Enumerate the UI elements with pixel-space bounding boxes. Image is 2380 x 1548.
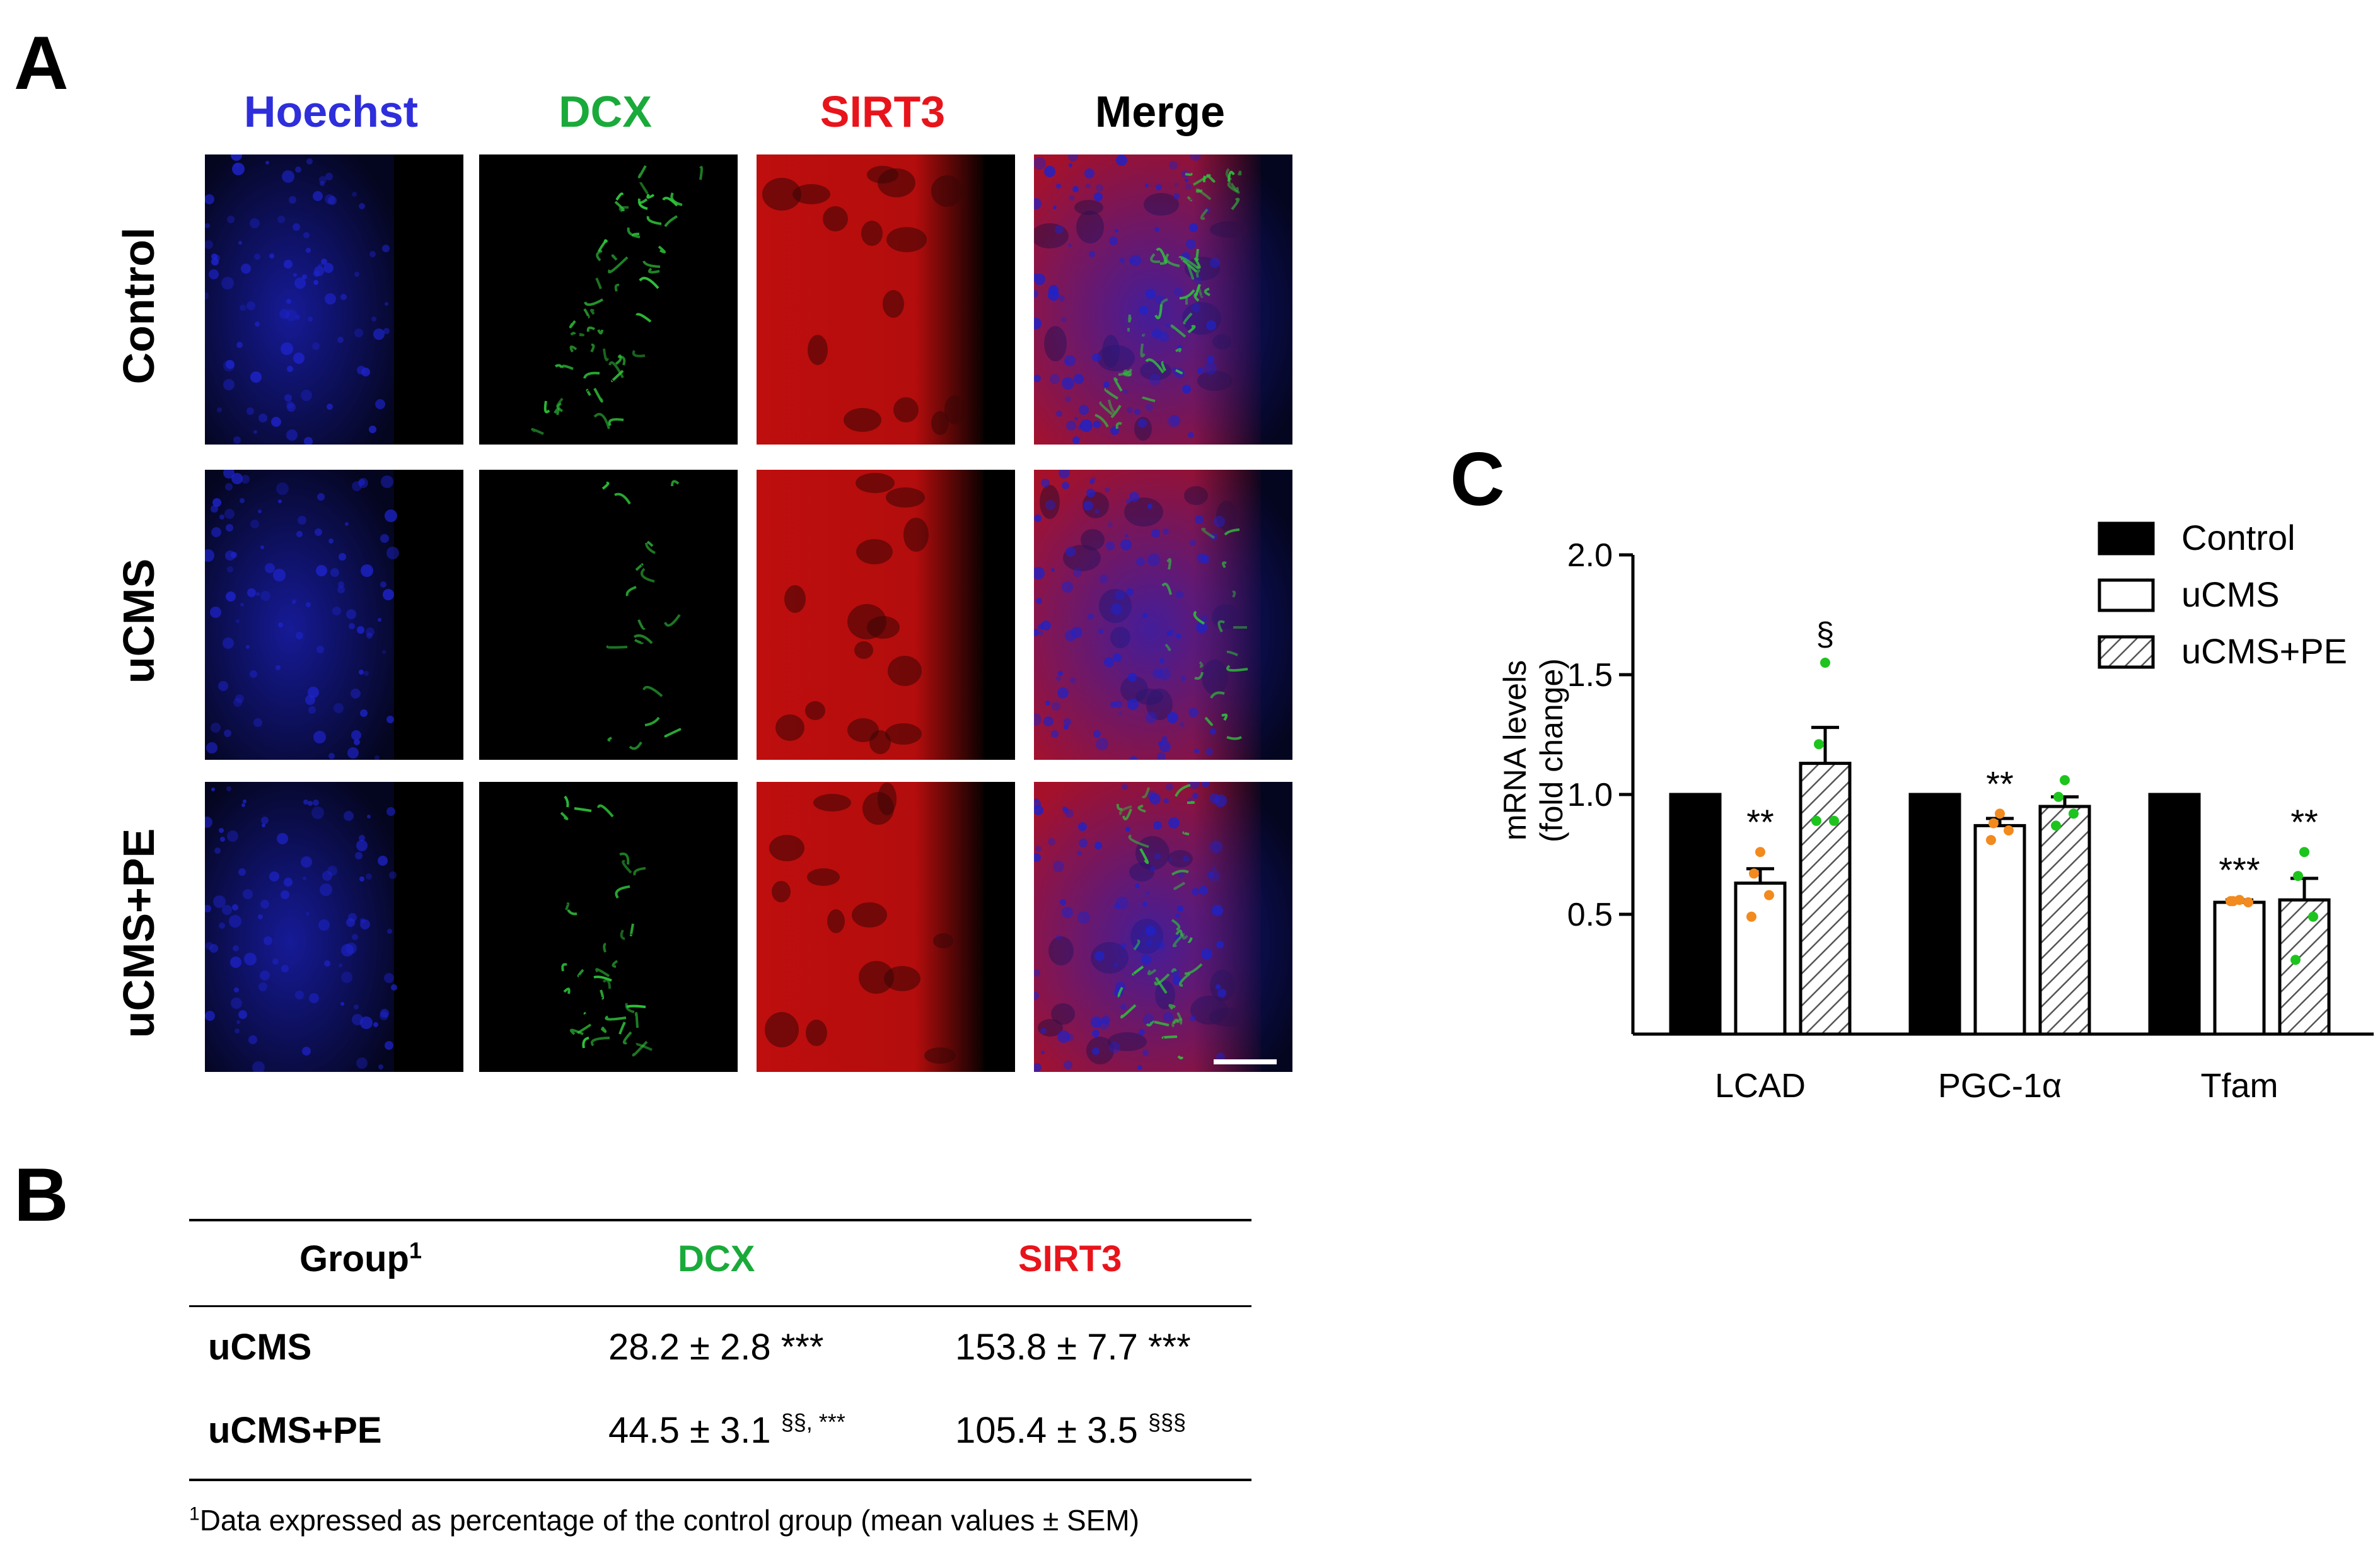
scale-bar bbox=[1214, 1059, 1277, 1064]
micrograph-ucms-merge bbox=[1034, 470, 1292, 760]
data-point bbox=[2308, 911, 2318, 922]
data-point bbox=[2004, 825, 2014, 835]
row-label-ucms: uCMS bbox=[114, 558, 163, 684]
micrograph-ucms-sirt3 bbox=[757, 470, 1015, 760]
data-point bbox=[2290, 955, 2301, 965]
data-point bbox=[2060, 775, 2070, 786]
bar-ucms-pe-0 bbox=[1799, 762, 1852, 1036]
legend-swatch bbox=[2098, 521, 2155, 556]
data-point bbox=[1986, 835, 1996, 846]
y-axis-label-line2: (fold change) bbox=[1534, 658, 1569, 842]
sirt3-sup: §§§ bbox=[1147, 1409, 1187, 1435]
data-point bbox=[1820, 658, 1830, 668]
data-point bbox=[2293, 871, 2303, 882]
significance-label: ** bbox=[1986, 764, 2014, 803]
data-point bbox=[1764, 890, 1774, 900]
x-tick-label: Tfam bbox=[2200, 1067, 2278, 1105]
data-point bbox=[2243, 897, 2253, 907]
data-point bbox=[1995, 808, 2005, 819]
table-header-rule bbox=[189, 1305, 1251, 1307]
column-header-dcx: DCX bbox=[559, 87, 652, 136]
column-header-hoechst: Hoechst bbox=[243, 87, 419, 136]
bar-chart: 0.5 1.0 1.5 2.0 mRNA levels (fold change) ** § L… bbox=[1497, 518, 2374, 1105]
table-top-rule bbox=[189, 1219, 1251, 1221]
sirt3-value: 153.8 ± 7.7 *** bbox=[955, 1327, 1191, 1368]
table-bottom-rule bbox=[189, 1479, 1251, 1481]
y-tick-label: 1.0 bbox=[1567, 777, 1613, 813]
y-axis-label-line1: mRNA levels bbox=[1497, 660, 1533, 841]
dcx-value: 44.5 ± 3.1 bbox=[608, 1410, 781, 1451]
y-tick-label: 2.0 bbox=[1567, 537, 1613, 574]
significance-label: *** bbox=[2219, 850, 2260, 890]
bar-ucms-pe-2 bbox=[2278, 898, 2331, 1036]
bar-ucms-2 bbox=[2213, 900, 2266, 1036]
micrograph-ucms-pe-sirt3 bbox=[757, 782, 1015, 1072]
panel-a-label: A bbox=[14, 21, 69, 105]
column-header-merge: Merge bbox=[1094, 87, 1226, 136]
data-point bbox=[1988, 818, 1999, 829]
panel-c-label: C bbox=[1450, 437, 1505, 521]
legend-label: Control bbox=[2181, 518, 2296, 557]
significance-label: ** bbox=[1746, 802, 1774, 842]
bar-control-1 bbox=[1908, 793, 1961, 1036]
footnote-sup: 1 bbox=[189, 1503, 200, 1525]
data-point bbox=[2069, 808, 2079, 819]
legend-label: uCMS+PE bbox=[2181, 631, 2347, 671]
table-header-group-sup: 1 bbox=[409, 1237, 422, 1264]
micrograph-control-dcx bbox=[479, 154, 738, 445]
table-header-dcx: DCX bbox=[678, 1238, 755, 1279]
table-row-ucms-pe-group: uCMS+PE bbox=[208, 1410, 382, 1451]
bar-ucms-0 bbox=[1734, 882, 1787, 1036]
column-header-sirt3: SIRT3 bbox=[820, 87, 946, 136]
micrograph-ucms-dcx bbox=[479, 470, 738, 760]
table-row-ucms-sirt3: 153.8 ± 7.7 *** bbox=[955, 1329, 1191, 1366]
data-point bbox=[1811, 815, 1821, 826]
table-row-ucms-dcx: 28.2 ± 2.8 *** bbox=[608, 1329, 823, 1366]
data-point bbox=[1746, 911, 1756, 922]
y-tick-label: 0.5 bbox=[1567, 897, 1613, 933]
micrograph-ucms-hoechst bbox=[205, 470, 463, 760]
data-point bbox=[2226, 896, 2236, 907]
panel-b-label: B bbox=[14, 1153, 69, 1237]
table-footnote: 1Data expressed as percentage of the con… bbox=[189, 1503, 1140, 1537]
data-point bbox=[1829, 815, 1839, 826]
table-row-ucms-group: uCMS bbox=[208, 1327, 312, 1368]
footnote-text: Data expressed as percentage of the cont… bbox=[199, 1504, 1140, 1537]
data-point bbox=[1749, 868, 1759, 879]
bar-control-2 bbox=[2148, 793, 2201, 1036]
micrograph-ucms-pe-hoechst bbox=[205, 782, 463, 1072]
dcx-value: 28.2 ± 2.8 *** bbox=[608, 1327, 824, 1368]
sirt3-value: 105.4 ± 3.5 bbox=[955, 1410, 1148, 1451]
significance-label: § bbox=[1816, 616, 1835, 653]
data-point bbox=[2299, 847, 2309, 858]
micrograph-ucms-pe-merge bbox=[1034, 782, 1292, 1072]
y-tick-label: 1.5 bbox=[1567, 657, 1613, 694]
table-header-group: Group1 bbox=[299, 1237, 422, 1279]
micrograph-control-hoechst bbox=[205, 154, 463, 445]
table-row-ucms-pe-dcx: 44.5 ± 3.1 §§, *** bbox=[608, 1409, 845, 1451]
legend-swatch bbox=[2098, 635, 2155, 669]
micrograph-control-merge bbox=[1034, 154, 1292, 445]
legend-swatch bbox=[2098, 578, 2155, 612]
bar-ucms-1 bbox=[1973, 823, 2026, 1036]
row-label-ucms-pe: uCMS+PE bbox=[114, 828, 163, 1039]
data-point bbox=[2051, 820, 2061, 831]
significance-label: ** bbox=[2290, 802, 2318, 842]
x-tick-label: LCAD bbox=[1715, 1067, 1806, 1105]
data-point bbox=[2053, 791, 2064, 802]
dcx-sup: §§, *** bbox=[781, 1409, 845, 1435]
table-header-group-text: Group bbox=[299, 1238, 409, 1279]
x-tick-label: PGC-1α bbox=[1938, 1067, 2062, 1105]
micrograph-ucms-pe-dcx bbox=[479, 782, 738, 1072]
legend-label: uCMS bbox=[2181, 574, 2280, 614]
bar-ucms-pe-1 bbox=[2038, 805, 2091, 1036]
table-header-sirt3: SIRT3 bbox=[1018, 1238, 1122, 1279]
table-row-ucms-pe-sirt3: 105.4 ± 3.5 §§§ bbox=[955, 1409, 1187, 1451]
row-label-control: Control bbox=[114, 227, 163, 385]
bar-control-0 bbox=[1669, 793, 1722, 1036]
data-point bbox=[1755, 847, 1765, 858]
data-point bbox=[1814, 739, 1824, 750]
micrograph-control-sirt3 bbox=[757, 154, 1015, 445]
